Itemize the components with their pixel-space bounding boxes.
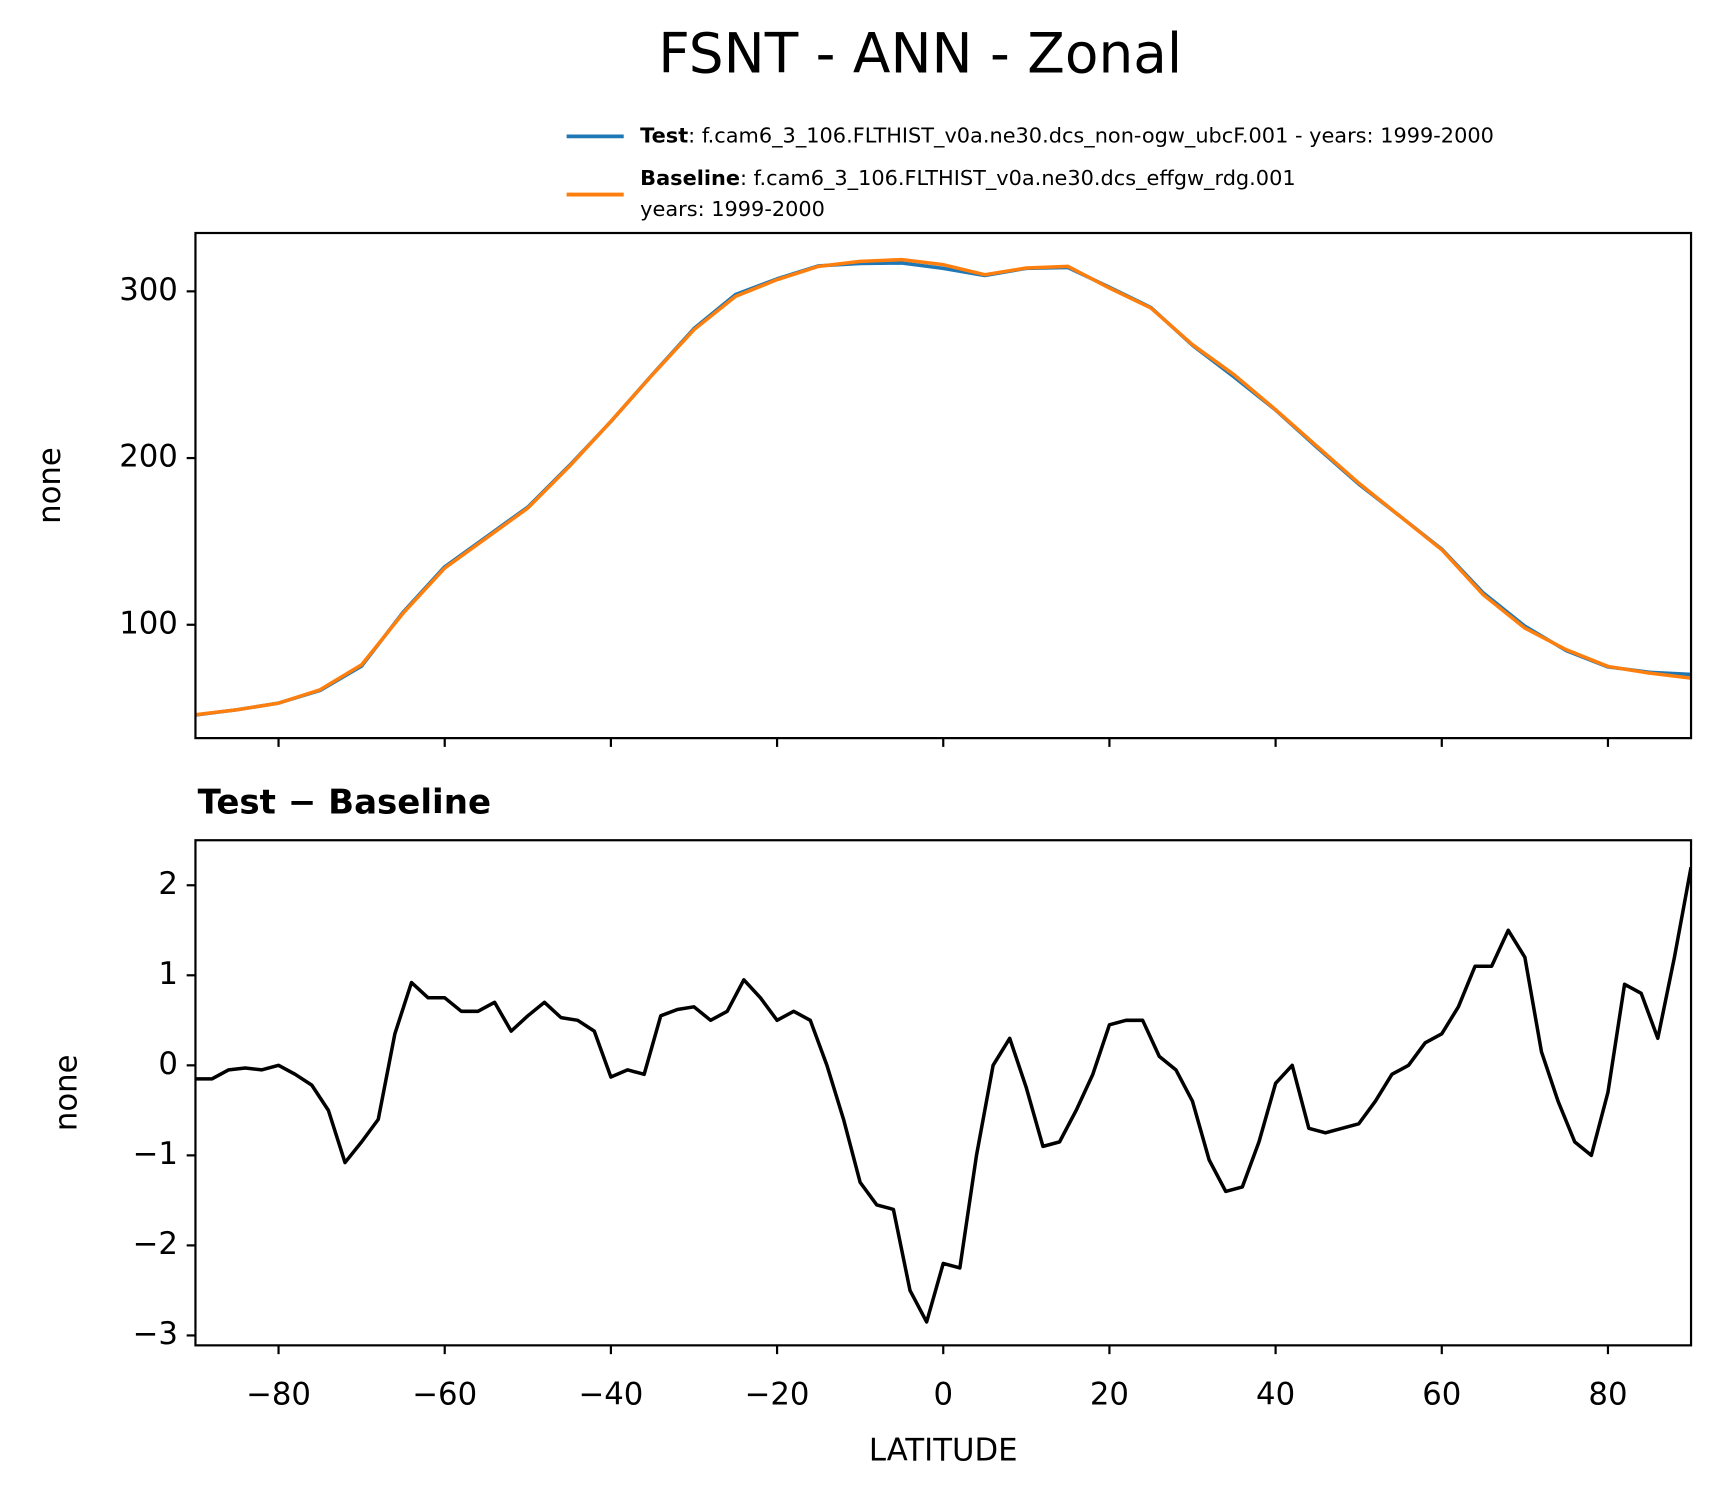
data-line <box>195 261 1692 717</box>
x-tick-label: 80 <box>1588 1376 1627 1412</box>
y-tick-label: 100 <box>119 605 178 641</box>
x-tick-label: −20 <box>745 1376 810 1412</box>
y-tick-label: −2 <box>133 1226 178 1262</box>
y-tick-label: −1 <box>133 1136 178 1172</box>
y-tick-label: 200 <box>119 439 178 475</box>
data-line <box>195 257 1692 717</box>
y-tick-label: 0 <box>158 1046 178 1082</box>
legend-description: : f.cam6_3_106.FLTHIST_v0a.ne30.dcs_effg… <box>740 166 1296 191</box>
y-tick-label: −3 <box>133 1316 178 1352</box>
legend-name: Baseline <box>640 166 740 190</box>
x-tick-label: −80 <box>246 1376 311 1412</box>
y-axis-label: none <box>32 447 68 524</box>
plot-frame <box>194 231 1693 740</box>
x-tick-label: 60 <box>1422 1376 1461 1412</box>
legend-entry: Baseline: f.cam6_3_106.FLTHIST_v0a.ne30.… <box>640 166 1295 191</box>
x-axis-label: LATITUDE <box>869 1432 1018 1468</box>
x-tick-label: −60 <box>412 1376 477 1412</box>
y-tick-label: 2 <box>158 866 178 902</box>
subplot-title: Test − Baseline <box>198 783 491 823</box>
legend-name: Test <box>640 123 688 147</box>
x-tick-label: 20 <box>1090 1376 1129 1412</box>
y-tick-label: 300 <box>119 272 178 308</box>
x-tick-label: 40 <box>1256 1376 1295 1412</box>
data-line <box>195 866 1692 1324</box>
legend-description-line2: years: 1999-2000 <box>640 197 825 221</box>
legend-entry: Test: f.cam6_3_106.FLTHIST_v0a.ne30.dcs_… <box>640 123 1494 148</box>
legend-description: : f.cam6_3_106.FLTHIST_v0a.ne30.dcs_non-… <box>688 123 1494 148</box>
x-tick-label: −40 <box>578 1376 643 1412</box>
x-tick-label: 0 <box>933 1376 953 1412</box>
figure-title: FSNT - ANN - Zonal <box>658 21 1182 85</box>
y-axis-label: none <box>49 1054 85 1131</box>
y-tick-label: 1 <box>158 956 178 992</box>
